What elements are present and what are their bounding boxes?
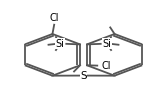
Text: Si: Si <box>56 39 65 49</box>
Text: Cl: Cl <box>102 61 111 71</box>
Text: S: S <box>80 71 87 81</box>
Text: Si: Si <box>102 39 111 49</box>
Text: Cl: Cl <box>49 13 59 23</box>
